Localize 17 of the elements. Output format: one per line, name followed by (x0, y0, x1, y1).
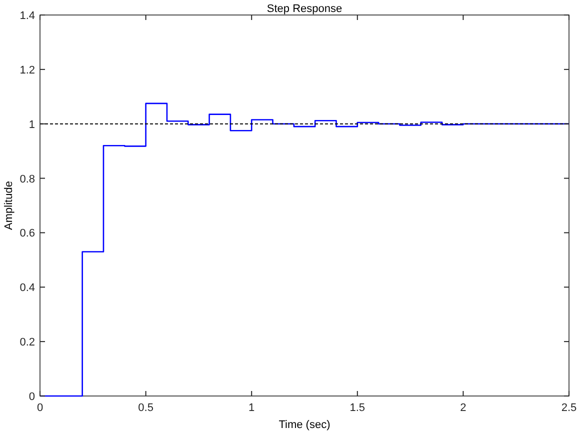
x-tick-label: 1 (248, 402, 255, 414)
y-tick-label: 1 (28, 118, 35, 131)
x-tick-label: 1.5 (350, 402, 366, 414)
chart-title: Step Response (266, 3, 342, 15)
y-tick-label: 1.4 (20, 10, 35, 22)
y-tick-label: 1.2 (20, 64, 35, 76)
x-tick-label: 2 (460, 402, 466, 414)
x-tick-label: 0.5 (138, 402, 154, 414)
y-tick-label: 0 (28, 391, 35, 403)
y-tick-label: 0.6 (20, 228, 35, 240)
y-axis-title: Amplitude (3, 181, 15, 230)
y-tick-label: 0.8 (20, 173, 35, 186)
x-tick-label: 0 (36, 402, 44, 414)
x-tick-label: 2.5 (561, 402, 577, 414)
y-tick-label: 0.4 (20, 282, 35, 294)
x-axis-title: Time (sec) (278, 419, 330, 431)
y-tick-label: 0.2 (20, 336, 35, 349)
